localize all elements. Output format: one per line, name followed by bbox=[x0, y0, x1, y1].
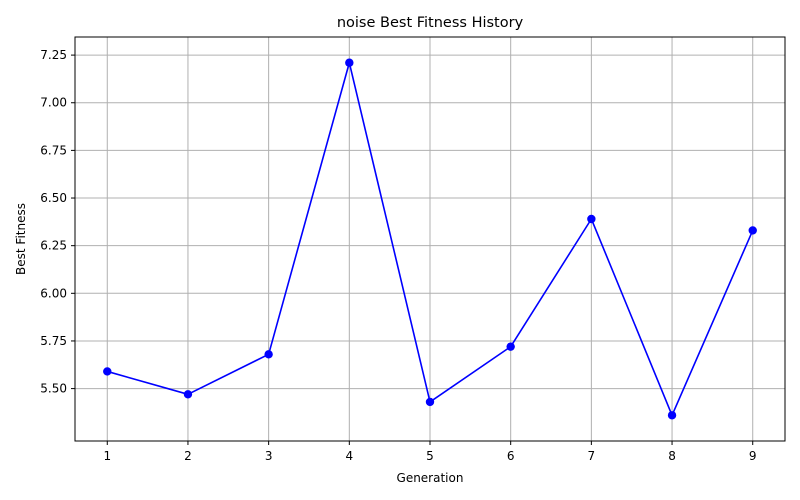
x-tick-label: 1 bbox=[103, 449, 111, 463]
data-point-marker bbox=[748, 226, 757, 235]
x-tick-label: 2 bbox=[184, 449, 192, 463]
y-tick-label: 7.25 bbox=[40, 48, 67, 62]
x-tick-label: 3 bbox=[265, 449, 273, 463]
y-tick-label: 5.50 bbox=[40, 382, 67, 396]
y-axis-ticks: 5.50 5.75 6.00 6.25 6.50 6.75 7.00 7.25 bbox=[40, 48, 75, 396]
data-point-marker bbox=[506, 342, 515, 351]
x-axis-ticks: 1 2 3 4 5 6 7 8 9 bbox=[103, 441, 757, 463]
x-tick-label: 4 bbox=[345, 449, 353, 463]
y-tick-label: 6.25 bbox=[40, 239, 67, 253]
y-tick-label: 6.50 bbox=[40, 191, 67, 205]
data-point-marker bbox=[345, 58, 354, 67]
data-point-marker bbox=[587, 214, 596, 224]
x-tick-label: 8 bbox=[668, 449, 676, 463]
x-axis-title: Generation bbox=[397, 471, 464, 485]
data-point-marker bbox=[264, 350, 273, 359]
y-tick-label: 6.75 bbox=[40, 143, 67, 157]
x-tick-label: 9 bbox=[749, 449, 757, 463]
data-point-marker bbox=[103, 367, 112, 376]
y-tick-label: 7.00 bbox=[40, 96, 67, 110]
data-point-marker bbox=[425, 397, 435, 407]
x-tick-label: 5 bbox=[426, 449, 434, 463]
data-point-marker bbox=[183, 390, 193, 399]
grid-lines bbox=[75, 37, 785, 441]
x-tick-label: 6 bbox=[507, 449, 515, 463]
data-point-marker bbox=[667, 411, 677, 420]
series-layer bbox=[103, 58, 757, 420]
x-tick-label: 7 bbox=[588, 449, 596, 463]
y-axis-title: Best Fitness bbox=[14, 203, 28, 275]
y-tick-label: 5.75 bbox=[40, 334, 67, 348]
y-tick-label: 6.00 bbox=[40, 286, 67, 300]
chart-title: noise Best Fitness History bbox=[337, 15, 524, 31]
